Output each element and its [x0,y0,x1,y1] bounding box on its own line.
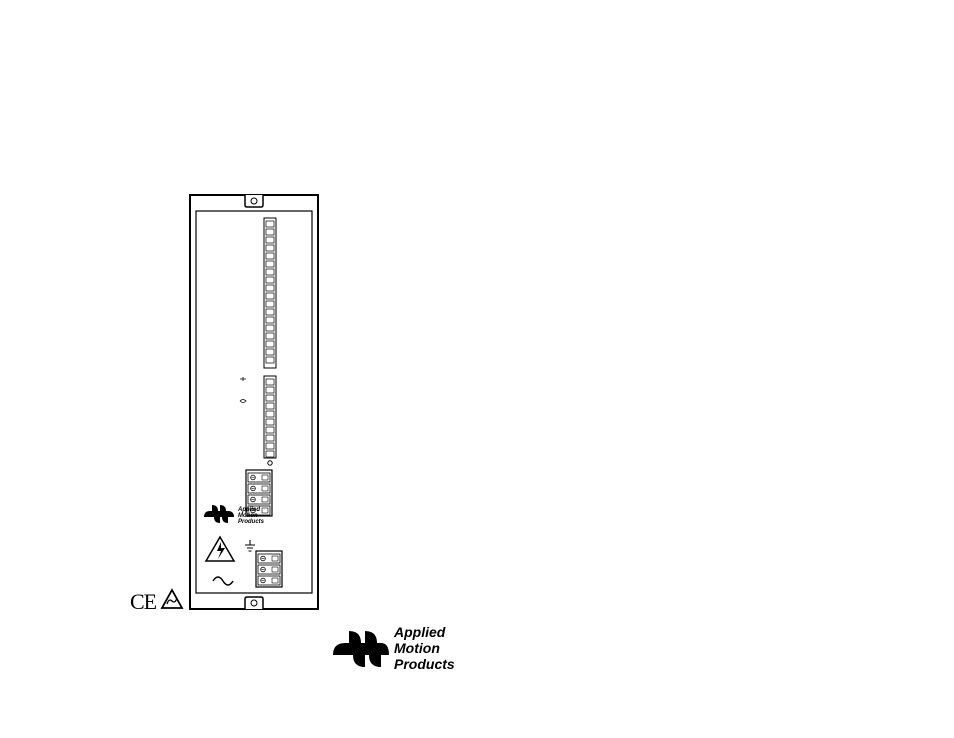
brand-logo-text: Applied Motion Products [394,624,455,672]
svg-text:Products: Products [238,519,265,525]
brand-line-1: Applied [394,624,455,640]
brand-line-2: Motion [394,640,455,656]
device-illustration: Applied Motion Products [188,193,320,611]
approval-triangle-icon [160,588,184,615]
brand-logo-icon [329,627,391,678]
ce-mark: CE [130,589,156,615]
page: Applied Motion Products CE Applied Motio… [0,0,954,738]
brand-line-3: Products [394,656,455,672]
